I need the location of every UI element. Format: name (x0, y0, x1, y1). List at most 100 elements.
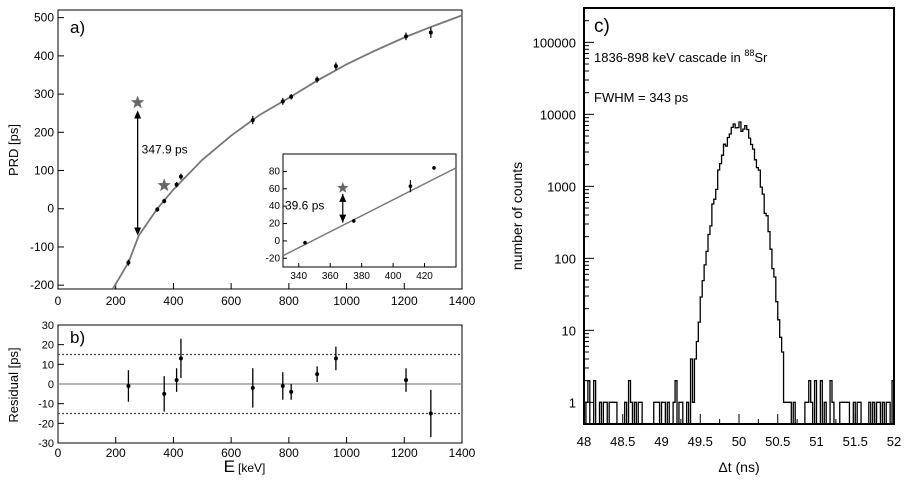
panel-a-point (289, 94, 294, 99)
panel-c-histogram-line (584, 121, 895, 425)
inset-annotation: 39.6 ps (285, 198, 324, 212)
panel-a-frame (57, 9, 463, 290)
panel-c-title-suffix: Sr (754, 50, 768, 65)
inset-fit-line (282, 167, 457, 257)
inset-ytick-label: 0 (274, 236, 280, 247)
panel-a-ytick-label: 200 (34, 125, 54, 139)
panel-a-ylabel: PRD [ps] (6, 124, 21, 176)
panel-a-ytick-label: 300 (34, 87, 54, 101)
panel-c-xtick-label: 48.5 (610, 434, 635, 449)
panel-c-ytick-label: 1 (569, 395, 576, 410)
inset-arrowhead-up (339, 193, 347, 202)
panel-b-xtick-label: 1200 (391, 446, 418, 460)
panel-b: 0 200 400 600 800 1000 1200 1400 -30 -20 -10 0 10 20 3… (6, 320, 476, 476)
panel-a-point (174, 182, 179, 187)
panel-b-label: b) (70, 328, 85, 347)
inset-point (303, 240, 307, 245)
panel-a-xtick-label: 200 (106, 294, 126, 308)
panel-c-ytick-label: 100000 (533, 35, 576, 50)
panel-b-point (428, 411, 433, 416)
panel-b-ytick-label: 30 (42, 320, 54, 332)
panel-b-ytick-label: -20 (38, 418, 54, 430)
panel-c: 48 48.5 49 49.5 50 50.5 51 51.5 52 1 10 100 1000 1000… (509, 7, 901, 475)
panel-b-xtick-label: 1400 (449, 446, 476, 460)
panel-b-ytick-label: 0 (48, 379, 54, 391)
panel-c-ytick-label: 1000 (547, 179, 576, 194)
inset-xtick-label: 400 (385, 271, 402, 282)
panel-a: 0 200 400 600 800 1000 1200 1400-200-1000100200… (6, 9, 476, 308)
inset-xtick-label: 360 (322, 271, 339, 282)
panel-a-xtick-label: 1000 (333, 294, 360, 308)
inset-points (303, 166, 436, 245)
panel-c-ylabel: number of counts (509, 162, 525, 270)
panel-a-ytick-label: 0 (47, 202, 54, 216)
panel-b-ytick-label: -30 (38, 438, 54, 450)
panel-b-point (178, 356, 183, 361)
inset-star (337, 181, 349, 193)
inset-fit (282, 167, 457, 257)
inset-ytick-label: 40 (269, 201, 281, 212)
panel-a-inset: 340 360 380 400 420 -20 0 20 40 60 80 39.6 ps (266, 153, 457, 282)
panel-c-xtick-label: 49.5 (688, 434, 713, 449)
panel-c-xtick-label: 52 (887, 434, 901, 449)
panel-c-label: c) (594, 16, 610, 37)
panel-c-fwhm: FWHM = 343 ps (594, 90, 689, 105)
panel-b-point (250, 385, 255, 390)
panel-b-point (162, 391, 167, 396)
inset-ytick-label: 60 (269, 184, 281, 195)
panel-a-point (126, 260, 131, 265)
panel-c-ytick-label: 10 (562, 323, 576, 338)
panel-c-xtick-label: 50 (732, 434, 746, 449)
panel-b-xtick-label: 400 (163, 446, 183, 460)
panel-a-point (404, 34, 409, 39)
panel-b-ytick-label: -10 (38, 399, 54, 411)
panel-c-title: 1836-898 keV cascade in 88Sr (594, 48, 768, 65)
panel-b-point (315, 372, 320, 377)
panel-b-points (126, 338, 433, 438)
panel-b-xlabel-unit: [keV] (238, 461, 265, 475)
panel-b-ylabel: Residual [ps] (6, 347, 21, 422)
panel-a-point (333, 64, 338, 69)
panel-a-label: a) (70, 18, 85, 37)
panel-a-point (280, 99, 285, 104)
panel-a-point (155, 207, 160, 212)
panel-a-star (131, 95, 145, 109)
panel-a-point (162, 199, 167, 204)
panel-b-ytick-label: 10 (42, 359, 54, 371)
panel-b-xtick-label: 800 (279, 446, 299, 460)
panel-b-xtick-label: 200 (106, 446, 126, 460)
inset-ytick-label: 80 (269, 166, 281, 177)
panel-b-point (333, 356, 338, 361)
panel-a-arrowhead-down (134, 227, 142, 236)
inset-xtick-label: 380 (353, 271, 370, 282)
inset-point (351, 219, 356, 223)
inset-arrowhead-down (339, 214, 347, 223)
panel-c-histogram (584, 121, 895, 425)
panel-c-title-prefix: 1836-898 keV cascade in (594, 50, 744, 65)
panel-a-point (315, 77, 320, 82)
panel-b-xtick-label: 600 (221, 446, 241, 460)
panel-c-xtick-label: 50.5 (765, 434, 790, 449)
panel-c-ticks: 48 48.5 49 49.5 50 50.5 51 51.5 52 1 10 100 1000 1000… (533, 20, 901, 449)
inset-point (432, 166, 436, 170)
panel-a-xtick-label: 0 (55, 294, 62, 308)
panel-a-xtick-label: 1200 (391, 294, 418, 308)
panel-a-ytick-label: -200 (30, 278, 54, 292)
inset-ytick-label: 20 (269, 219, 281, 230)
panel-b-point (280, 383, 285, 388)
panel-b-xlabel: E (224, 457, 235, 476)
panel-c-ytick-label: 100 (554, 251, 576, 266)
panel-a-point (178, 174, 183, 179)
inset-frame (282, 153, 457, 268)
panel-a-ytick-label: 400 (34, 49, 54, 63)
panel-b-xtick-label: 1000 (333, 446, 360, 460)
panel-a-ticks: 0 200 400 600 800 1000 1200 1400-200-1000100200… (30, 11, 476, 308)
panel-a-annotation: 347.9 ps (142, 143, 188, 157)
panel-a-point (428, 30, 433, 35)
panel-a-star (157, 178, 171, 192)
panel-a-arrowhead-up (134, 110, 142, 119)
panel-a-fit-curve (112, 14, 463, 290)
panel-a-xtick-label: 600 (221, 294, 241, 308)
inset-ytick-label: -20 (266, 253, 281, 264)
panel-b-point (174, 378, 179, 383)
